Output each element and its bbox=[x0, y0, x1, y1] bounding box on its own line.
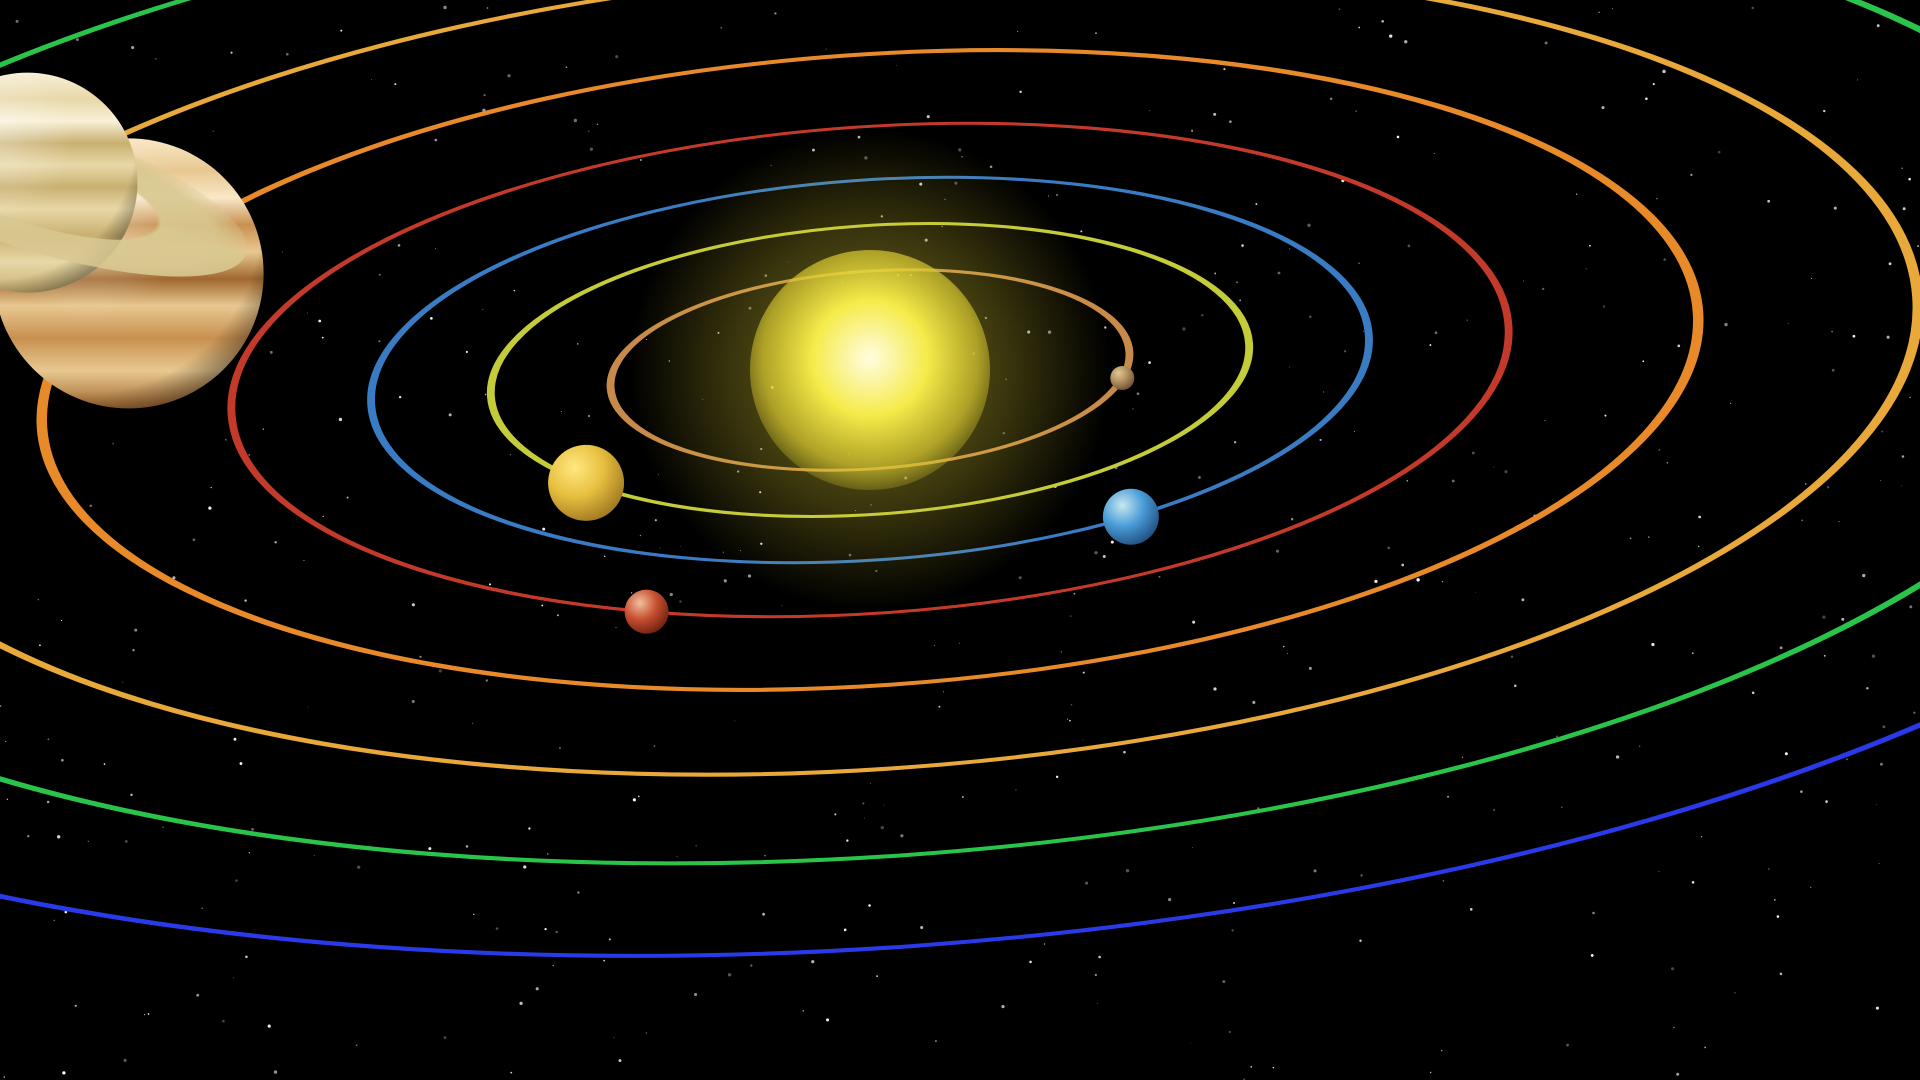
mars bbox=[625, 590, 669, 634]
sun bbox=[630, 130, 1110, 610]
mercury bbox=[1110, 366, 1134, 390]
solar-system-diagram bbox=[0, 0, 1920, 1080]
earth bbox=[1103, 489, 1159, 545]
system-layer bbox=[0, 0, 1920, 1052]
venus bbox=[548, 445, 624, 521]
space-canvas bbox=[0, 0, 1920, 1080]
